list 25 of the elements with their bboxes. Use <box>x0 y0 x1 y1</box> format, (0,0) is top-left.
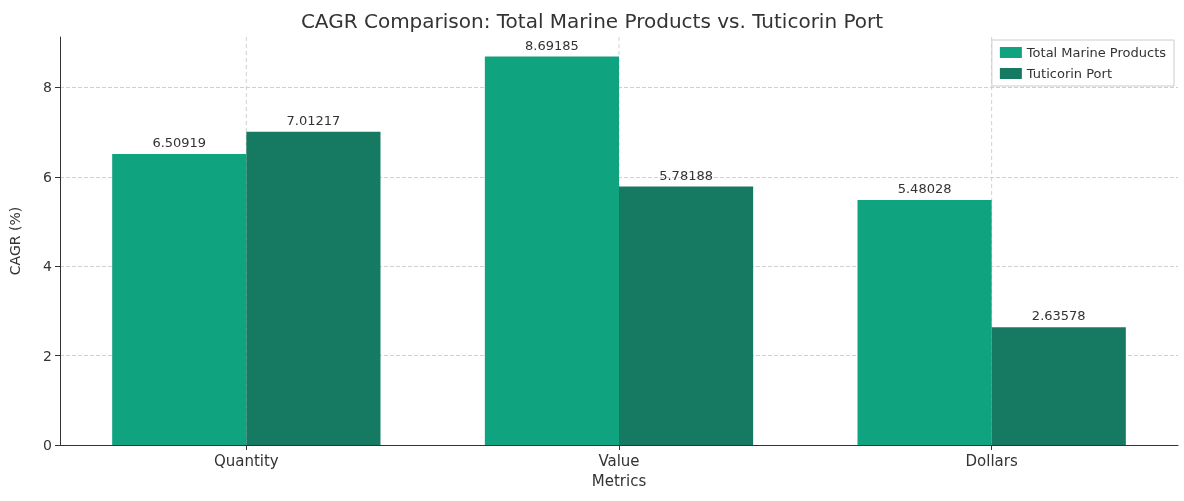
chart-title: CAGR Comparison: Total Marine Products vs. Tuticorin Port <box>300 9 884 33</box>
x-tick-label: Dollars <box>965 451 1018 470</box>
data-label: 8.69185 <box>525 37 579 53</box>
y-tick-label: 2 <box>43 347 52 364</box>
legend-label: Tuticorin Port <box>1025 66 1112 81</box>
y-tick-label: 0 <box>43 437 52 453</box>
data-label: 2.63578 <box>1031 308 1086 324</box>
y-tick-label: 4 <box>43 258 53 275</box>
y-tick-label: 8 <box>43 79 52 96</box>
legend-label: Total Marine Products <box>1025 45 1167 60</box>
bar <box>857 200 992 445</box>
bar <box>484 56 619 445</box>
data-label: 6.50919 <box>152 135 207 151</box>
bar <box>246 131 381 445</box>
data-label: 5.48028 <box>897 181 952 197</box>
data-label: 5.78188 <box>659 167 713 183</box>
x-tick-label: Quantity <box>213 451 279 470</box>
data-label: 7.01217 <box>286 112 341 128</box>
bar <box>619 186 754 445</box>
x-axis-title: Metrics <box>591 471 647 490</box>
y-axis-title: CAGR (%) <box>7 206 23 276</box>
x-tick-label: Value <box>598 451 640 470</box>
y-tick-label: 6 <box>43 168 53 185</box>
bar <box>112 154 247 445</box>
bar <box>991 327 1126 445</box>
